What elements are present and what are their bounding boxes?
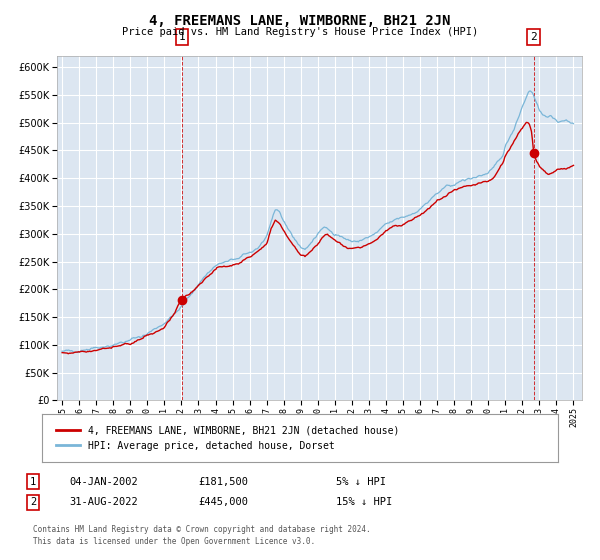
Text: 2: 2 <box>30 497 36 507</box>
Text: 15% ↓ HPI: 15% ↓ HPI <box>336 497 392 507</box>
Text: 2: 2 <box>530 32 537 42</box>
Text: 31-AUG-2022: 31-AUG-2022 <box>69 497 138 507</box>
Text: 04-JAN-2002: 04-JAN-2002 <box>69 477 138 487</box>
Text: £445,000: £445,000 <box>198 497 248 507</box>
Text: 5% ↓ HPI: 5% ↓ HPI <box>336 477 386 487</box>
Text: 4, FREEMANS LANE, WIMBORNE, BH21 2JN: 4, FREEMANS LANE, WIMBORNE, BH21 2JN <box>149 14 451 28</box>
Text: 1: 1 <box>30 477 36 487</box>
Text: £181,500: £181,500 <box>198 477 248 487</box>
Text: Contains HM Land Registry data © Crown copyright and database right 2024.
This d: Contains HM Land Registry data © Crown c… <box>33 525 371 546</box>
Text: Price paid vs. HM Land Registry's House Price Index (HPI): Price paid vs. HM Land Registry's House … <box>122 27 478 37</box>
Text: 1: 1 <box>178 32 185 42</box>
Legend: 4, FREEMANS LANE, WIMBORNE, BH21 2JN (detached house), HPI: Average price, detac: 4, FREEMANS LANE, WIMBORNE, BH21 2JN (de… <box>52 422 403 455</box>
